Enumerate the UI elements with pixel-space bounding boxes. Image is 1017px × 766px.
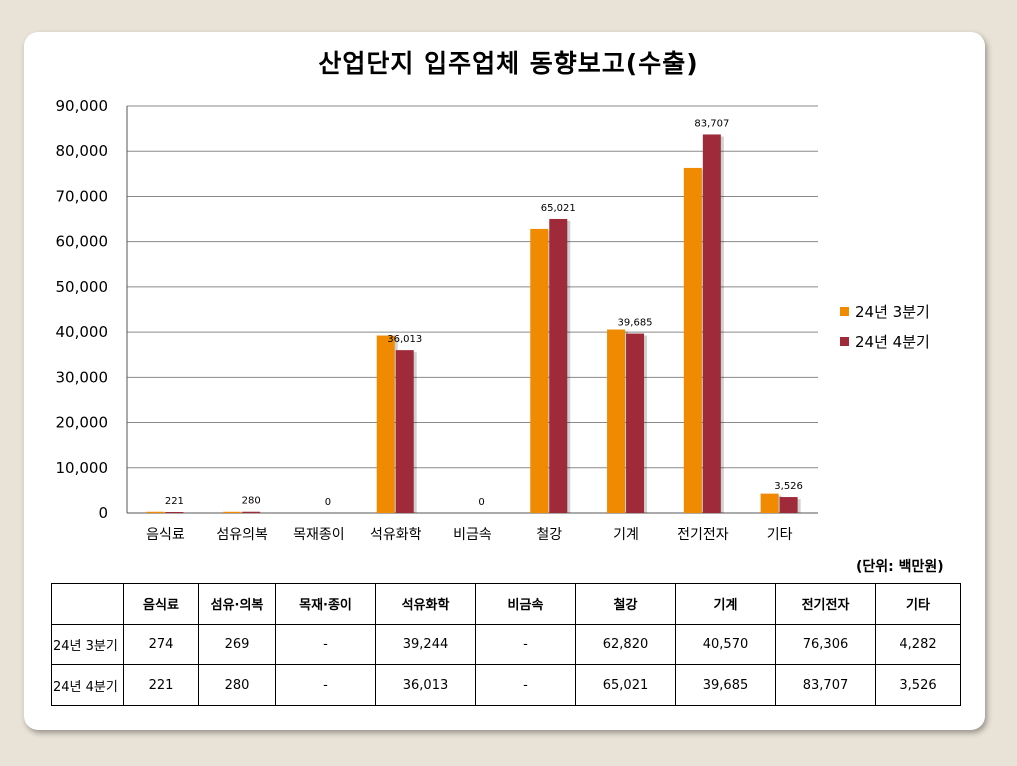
data-label: 0 — [478, 497, 484, 508]
data-label: 280 — [242, 496, 261, 507]
bar-q4 — [626, 333, 645, 513]
table-row: 24년 4분기 221 280 - 36,013 - 65,021 39,685… — [51, 664, 961, 706]
table-cell: 40,570 — [675, 623, 776, 666]
data-label: 221 — [165, 496, 184, 507]
bar-chart: 0 10,000 20,000 30,000 40,000 50,000 60,000 70,… — [56, 97, 818, 543]
table-cell: 62,820 — [575, 623, 676, 666]
bar-q3 — [760, 493, 779, 513]
y-tick-label: 90,000 — [56, 97, 109, 115]
x-tick-label: 음식료 — [146, 527, 185, 543]
x-tick-label: 섬유의복 — [216, 527, 268, 543]
x-axis-ticks: 음식료 섬유의복 목재종이 석유화학 비금속 철강 기계 전기전자 기타 — [146, 527, 793, 543]
table-row: 24년 3분기 274 269 - 39,244 - 62,820 40,570… — [51, 623, 961, 666]
y-tick-label: 70,000 — [56, 187, 109, 205]
data-label: 65,021 — [541, 203, 576, 214]
table-cell: 76,306 — [775, 623, 876, 666]
table-header-cell: 기계 — [675, 583, 776, 625]
y-tick-label: 30,000 — [56, 368, 109, 386]
table-header-cell: 기타 — [875, 583, 961, 625]
data-labels: 221 280 0 36,013 0 65,021 39,685 83,707 3,526 — [165, 118, 803, 508]
table-cell: 65,021 — [575, 664, 676, 706]
table-header-cell: 섬유·의복 — [198, 583, 276, 625]
table-header-cell: 전기전자 — [775, 583, 876, 625]
legend-swatch-q3 — [840, 306, 849, 316]
data-table: 음식료 섬유·의복 목재·종이 석유화학 비금속 철강 기계 전기전자 기타 2… — [51, 583, 961, 706]
bar-q3 — [683, 167, 702, 513]
table-cell: 269 — [198, 623, 276, 666]
x-tick-label: 석유화학 — [370, 527, 422, 543]
y-axis-ticks: 0 10,000 20,000 30,000 40,000 50,000 60,000 70,… — [56, 97, 109, 522]
bar-q4 — [395, 350, 414, 513]
table-cell: 3,526 — [875, 664, 961, 706]
bar-q3 — [607, 329, 626, 513]
table-cell: 83,707 — [775, 664, 876, 706]
data-label: 3,526 — [774, 481, 803, 492]
x-tick-label: 목재종이 — [293, 527, 345, 543]
x-tick-label: 비금속 — [453, 527, 492, 543]
legend-item-q4: 24년 4분기 — [840, 326, 930, 356]
data-label: 83,707 — [694, 118, 729, 129]
table-cell: 221 — [123, 664, 199, 706]
y-tick-label: 60,000 — [56, 233, 109, 251]
bar-q4 — [242, 511, 261, 513]
bar-q3 — [223, 511, 242, 513]
table-header-cell: 음식료 — [123, 583, 199, 625]
legend-label-q3: 24년 3분기 — [855, 302, 930, 321]
table-header-cell: 비금속 — [475, 583, 576, 625]
data-label: 39,685 — [618, 318, 653, 329]
bar-q4 — [702, 134, 721, 513]
x-tick-label: 기계 — [613, 527, 639, 543]
table-header-cell: 석유화학 — [375, 583, 476, 625]
y-tick-label: 0 — [98, 504, 108, 522]
data-label: 36,013 — [387, 334, 422, 345]
bar-q3 — [530, 228, 549, 513]
legend-item-q3: 24년 3분기 — [840, 296, 930, 326]
legend-label-q4: 24년 4분기 — [855, 332, 930, 351]
x-tick-label: 전기전자 — [677, 527, 729, 543]
x-tick-label: 철강 — [536, 527, 562, 543]
unit-label: (단위: 백만원) — [856, 559, 944, 575]
table-cell: 274 — [123, 623, 199, 666]
bars — [146, 134, 801, 514]
table-header-cell — [51, 583, 124, 625]
y-tick-label: 10,000 — [56, 459, 109, 477]
bar-q3 — [376, 335, 395, 513]
table-cell: - — [275, 664, 376, 706]
table-cell: 39,244 — [375, 623, 476, 666]
table-header-cell: 철강 — [575, 583, 676, 625]
y-tick-label: 80,000 — [56, 142, 109, 160]
bar-q4 — [549, 218, 568, 514]
bar-q3 — [146, 511, 165, 513]
table-cell: 280 — [198, 664, 276, 706]
table-header-cell: 목재·종이 — [275, 583, 376, 625]
table-cell: 4,282 — [875, 623, 961, 666]
table-cell: - — [475, 623, 576, 666]
bar-q4 — [779, 497, 798, 513]
table-cell: - — [275, 623, 376, 666]
legend-swatch-q4 — [840, 336, 849, 346]
y-tick-label: 50,000 — [56, 278, 109, 296]
table-header-row: 음식료 섬유·의복 목재·종이 석유화학 비금속 철강 기계 전기전자 기타 — [51, 583, 961, 625]
y-tick-label: 40,000 — [56, 323, 109, 341]
chart-title: 산업단지 입주업체 동향보고(수출) — [318, 49, 699, 78]
table-cell: - — [475, 664, 576, 706]
y-tick-label: 20,000 — [56, 414, 109, 432]
table-cell: 36,013 — [375, 664, 476, 706]
table-row-label: 24년 3분기 — [51, 623, 124, 666]
legend: 24년 3분기 24년 4분기 — [840, 296, 930, 356]
x-tick-label: 기타 — [767, 527, 793, 543]
table-cell: 39,685 — [675, 664, 776, 706]
data-label: 0 — [325, 497, 331, 508]
bar-q4 — [165, 512, 184, 513]
table-row-label: 24년 4분기 — [51, 664, 124, 706]
